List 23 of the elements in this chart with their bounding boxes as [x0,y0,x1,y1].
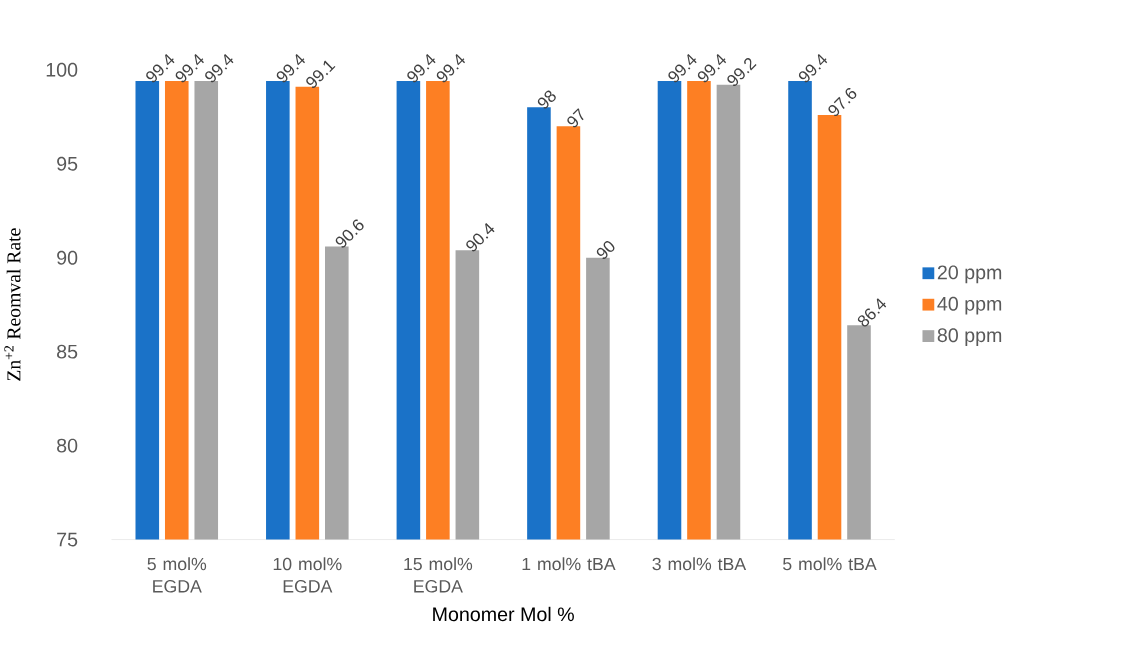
y-tick-label: 100 [46,63,78,77]
y-tick-label: 90 [57,250,78,265]
data-label: 98 [537,90,556,109]
x-tick-label: 5 mol% tBA [783,557,877,571]
x-tick-label: 1 mol% tBA [522,557,616,571]
legend-label: 80 ppm [937,328,1002,347]
x-tick-label: 15 mol% EGDA [404,557,473,593]
x-axis-title: Monomer Mol % [433,606,574,622]
data-label: 99.2 [727,58,757,87]
x-tick-label: 5 mol% EGDA [147,557,207,593]
legend-label: 40 ppm [937,297,1002,315]
y-tick-label: 85 [57,344,78,359]
data-label: 99.1 [306,60,336,89]
x-tick-label: 3 mol% tBA [652,557,747,571]
data-label: 90 [596,241,615,260]
y-axis-title: Zn$^{+2}$ Reomval Rate [4,228,21,381]
data-label: 97.6 [828,88,857,117]
legend-label: 20 ppm [937,265,1002,284]
x-tick-label: 10 mol% EGDA [273,557,342,593]
data-label: 97 [567,108,584,128]
y-tick-label: 95 [57,156,78,171]
y-tick-label: 80 [57,438,78,453]
y-tick-label: 75 [57,532,78,547]
